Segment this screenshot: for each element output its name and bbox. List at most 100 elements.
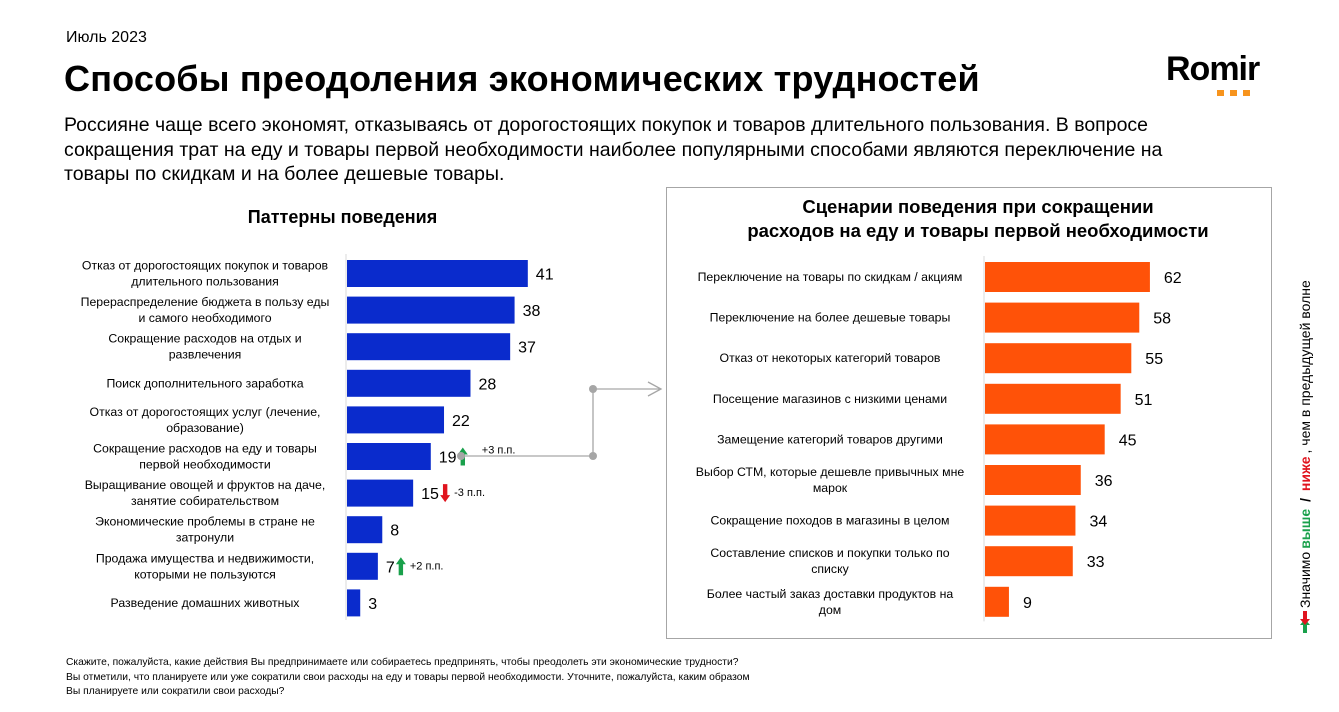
legend-suffix: , чем в предыдущей волне: [1297, 280, 1313, 454]
bar: [985, 424, 1105, 455]
significance-legend: Значимо выше / ниже , чем в предыдущей в…: [1296, 280, 1314, 633]
bar: [347, 260, 528, 287]
category-label: Экономические проблемы в стране не затрон…: [95, 515, 315, 545]
data-label: 33: [1087, 554, 1105, 571]
right-chart-panel: [666, 187, 1272, 639]
category-label: Замещение категорий товаров другими: [717, 432, 943, 446]
footnote-line: Вы планируете или сократили свои расходы…: [66, 686, 285, 698]
data-label: 38: [523, 303, 541, 320]
category-label-line: Сокращение расходов на еду и товары: [93, 442, 317, 456]
footnote-line: Скажите, пожалуйста, какие действия Вы п…: [66, 657, 739, 668]
connector-dot: [457, 452, 465, 460]
data-label: 45: [1119, 432, 1137, 449]
category-label: Продажа имущества и недвижимости, которым…: [96, 551, 314, 581]
category-label: Сокращение расходов на отдых и развлечени…: [108, 332, 301, 362]
bar: [347, 406, 445, 434]
connector-arrowhead-icon: [647, 381, 663, 397]
data-label: 8: [390, 523, 399, 540]
bar: [347, 479, 414, 507]
report-date: Июль 2023: [66, 29, 147, 46]
change-label: -3 п.п.: [454, 487, 485, 499]
right-chart-title: Сценарии поведения при сокращении расход…: [666, 195, 1290, 243]
legend-separator: /: [1297, 494, 1313, 506]
bar: [985, 383, 1121, 414]
category-label: Переключение на товары по скидкам / акци…: [698, 270, 963, 284]
category-label-line: Разведение домашних животных: [111, 596, 301, 610]
data-label: 62: [1164, 270, 1182, 287]
right-bar-chart: 62 Переключение на товары по скидкам / ак…: [696, 256, 1182, 622]
category-label-line: Сокращение расходов на отдых и: [108, 332, 301, 346]
data-label: 34: [1089, 514, 1107, 531]
logo-dot: [1217, 90, 1224, 96]
footnote-line: Вы отметили, что планируете или уже сокр…: [66, 671, 750, 683]
category-label: Сокращение расходов на еду и товары перво…: [93, 442, 317, 472]
data-label: 19: [439, 450, 457, 467]
category-label-line: образование): [166, 421, 244, 435]
up-down-arrows-icon: [1300, 611, 1310, 633]
category-label-line: Продажа имущества и недвижимости,: [96, 551, 314, 565]
change-label: +2 п.п.: [410, 560, 444, 572]
data-label: 22: [452, 413, 470, 430]
bar: [347, 589, 361, 617]
legend-lower: ниже: [1297, 456, 1313, 492]
category-label: Выбор СТМ, которые дешевле привычных мне…: [696, 465, 965, 495]
category-label: Составление списков и покупки только по с…: [710, 546, 949, 576]
bar: [985, 586, 1009, 617]
bar: [347, 516, 383, 544]
category-label-line: Более частый заказ доставки продуктов на: [707, 587, 954, 601]
category-label-line: Посещение магазинов с низкими ценами: [713, 392, 947, 406]
bar: [985, 465, 1081, 495]
left-chart-title: Паттерны поведения: [247, 207, 438, 227]
change-label: +3 п.п.: [482, 445, 516, 457]
category-label-line: Переключение на товары по скидкам / акци…: [698, 270, 963, 284]
logo-dot: [1230, 90, 1237, 96]
connector-dot: [589, 452, 597, 460]
category-label: Более частый заказ доставки продуктов на…: [707, 587, 954, 617]
category-label-line: длительного пользования: [131, 275, 279, 289]
bar: [985, 262, 1150, 292]
legend-prefix: Значимо: [1297, 551, 1313, 608]
category-label: Переключение на более дешевые товары: [710, 311, 951, 325]
data-label: 28: [478, 376, 496, 393]
legend-higher: выше: [1297, 508, 1313, 549]
category-label: Выращивание овощей и фруктов на даче, зан…: [85, 478, 326, 508]
category-label-line: Составление списков и покупки только по: [710, 546, 949, 560]
category-label-line: Отказ от некоторых категорий товаров: [720, 351, 941, 365]
data-label: 9: [1023, 595, 1032, 612]
page-subtitle: Россияне чаще всего экономят, отказываяс…: [64, 114, 1163, 185]
category-label: Отказ от некоторых категорий товаров: [720, 351, 941, 365]
data-label: 41: [536, 267, 554, 284]
category-label-line: Отказ от дорогостоящих покупок и товаров: [82, 259, 328, 273]
category-label: Поиск дополнительного заработка: [106, 376, 303, 390]
bar: [347, 552, 378, 580]
data-label: 15: [421, 486, 439, 503]
bar: [347, 333, 511, 361]
data-label: 58: [1153, 311, 1171, 328]
page-title: Способы преодоления экономических трудно…: [64, 58, 980, 99]
logo-dots: [1217, 90, 1250, 96]
category-label-line: Выбор СТМ, которые дешевле привычных мне: [696, 465, 965, 479]
category-label-line: Перераспределение бюджета в пользу еды: [81, 295, 330, 309]
category-label-line: первой необходимости: [139, 458, 271, 472]
bar: [347, 296, 515, 324]
category-label: Перераспределение бюджета в пользу еды и …: [81, 295, 330, 325]
category-label-line: Поиск дополнительного заработка: [106, 376, 303, 390]
category-label-line: Переключение на более дешевые товары: [710, 311, 951, 325]
arrow-down-icon: [440, 484, 451, 503]
logo-text: Romir: [1166, 50, 1260, 88]
bar: [985, 302, 1140, 333]
right-chart-title-line: расходов на еду и товары первой необходи…: [747, 220, 1209, 241]
arrow-up-icon: [395, 557, 406, 576]
data-label: 37: [518, 340, 536, 357]
category-label-line: марок: [813, 481, 848, 495]
data-label: 51: [1135, 392, 1153, 409]
category-label-line: развлечения: [169, 348, 242, 362]
logo-dot: [1243, 90, 1250, 96]
category-label-line: Замещение категорий товаров другими: [717, 432, 943, 446]
data-label: 7: [386, 559, 395, 576]
category-label: Посещение магазинов с низкими ценами: [713, 392, 947, 406]
category-label: Сокращение походов в магазины в целом: [710, 514, 949, 528]
bar: [347, 443, 431, 470]
data-label: 36: [1095, 473, 1113, 490]
